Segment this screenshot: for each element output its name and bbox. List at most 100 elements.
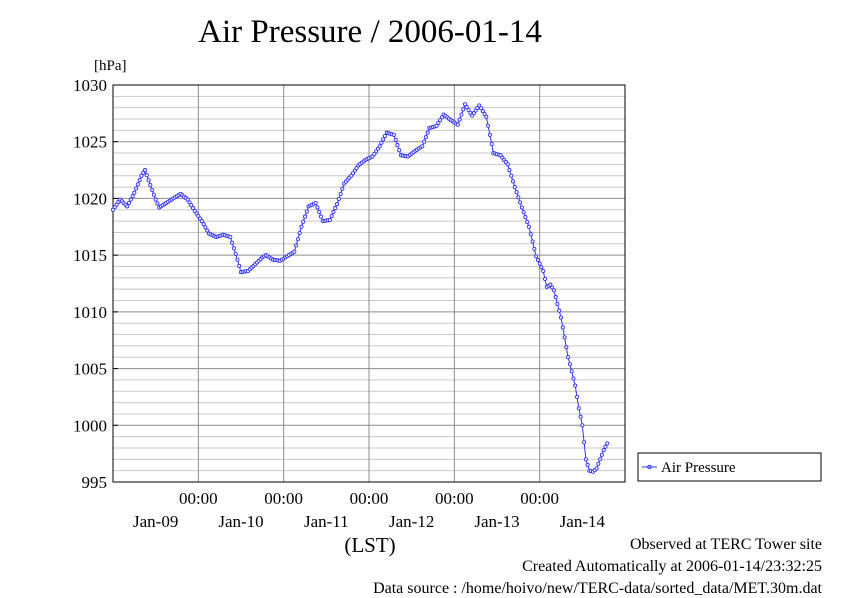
data-point bbox=[459, 112, 464, 117]
data-point bbox=[541, 268, 546, 274]
data-point bbox=[199, 219, 204, 224]
data-point bbox=[146, 178, 151, 183]
data-point bbox=[534, 254, 539, 259]
series-line bbox=[112, 103, 608, 473]
y-tick-label: 995 bbox=[82, 473, 108, 492]
data-point bbox=[567, 362, 572, 367]
data-point bbox=[585, 462, 590, 468]
data-point bbox=[141, 170, 146, 175]
data-point bbox=[566, 355, 571, 360]
data-point bbox=[507, 168, 512, 173]
legend: Air Pressure bbox=[637, 452, 822, 482]
data-point bbox=[233, 251, 238, 257]
data-point bbox=[574, 394, 580, 399]
footer-created: Created Automatically at 2006-01-14/23:3… bbox=[522, 558, 822, 575]
data-point bbox=[134, 186, 139, 191]
data-point bbox=[189, 203, 194, 208]
data-point bbox=[535, 257, 540, 263]
data-point bbox=[235, 257, 240, 262]
data-point bbox=[434, 123, 439, 128]
data-point bbox=[526, 224, 532, 229]
data-point bbox=[519, 205, 524, 210]
y-tick-label: 1005 bbox=[73, 360, 107, 379]
data-point bbox=[334, 202, 340, 207]
x-axis-unit-label: (LST) bbox=[344, 533, 395, 557]
data-point bbox=[125, 204, 130, 209]
data-point bbox=[461, 107, 466, 112]
legend-label: Air Pressure bbox=[661, 460, 736, 476]
data-point bbox=[230, 240, 235, 245]
data-point bbox=[510, 179, 516, 184]
data-point bbox=[521, 210, 526, 215]
data-point bbox=[582, 440, 587, 445]
data-point bbox=[487, 132, 492, 137]
data-point bbox=[304, 209, 309, 214]
data-point bbox=[148, 183, 153, 188]
data-point bbox=[532, 246, 537, 251]
data-point bbox=[548, 282, 553, 287]
data-point bbox=[537, 261, 542, 266]
data-point bbox=[505, 162, 510, 167]
data-point bbox=[374, 149, 379, 154]
data-point bbox=[201, 222, 206, 227]
data-point bbox=[509, 173, 514, 178]
data-point bbox=[144, 173, 149, 178]
data-point bbox=[185, 197, 190, 202]
data-point bbox=[578, 414, 583, 419]
data-point bbox=[423, 135, 428, 140]
data-point bbox=[551, 288, 556, 293]
data-point bbox=[329, 213, 334, 219]
data-point bbox=[425, 130, 430, 135]
data-point bbox=[514, 190, 519, 195]
data-point bbox=[539, 265, 544, 270]
data-point bbox=[350, 171, 356, 176]
data-point bbox=[333, 206, 338, 211]
data-point bbox=[313, 200, 318, 206]
data-point bbox=[297, 230, 302, 236]
y-tick-label: 1015 bbox=[73, 246, 107, 265]
data-point bbox=[205, 228, 210, 233]
data-point bbox=[126, 200, 132, 206]
x-date-label: Jan-14 bbox=[560, 512, 606, 531]
data-point bbox=[605, 441, 610, 446]
data-point bbox=[580, 423, 585, 428]
data-point bbox=[471, 111, 476, 116]
data-point bbox=[457, 117, 462, 122]
data-point bbox=[139, 173, 144, 178]
data-point bbox=[302, 214, 308, 219]
data-point bbox=[317, 209, 322, 215]
data-point bbox=[489, 141, 494, 147]
data-point bbox=[478, 106, 484, 111]
data-point bbox=[132, 190, 137, 195]
x-tick-time-label: 00:00 bbox=[264, 489, 303, 508]
y-tick-label: 1025 bbox=[73, 133, 107, 152]
plot-frame bbox=[112, 84, 626, 483]
data-point bbox=[512, 185, 517, 190]
data-point bbox=[295, 237, 300, 242]
data-point bbox=[464, 105, 469, 110]
axis-labels: 995 1000 1005 1010 1015 1020 1025 1030 00:00 00:0… bbox=[73, 76, 605, 531]
x-date-label: Jan-13 bbox=[474, 512, 519, 531]
data-point bbox=[439, 115, 444, 120]
data-point bbox=[318, 214, 324, 219]
data-point bbox=[196, 213, 201, 219]
data-point bbox=[555, 301, 560, 306]
x-tick-time-label: 00:00 bbox=[350, 489, 389, 508]
data-point bbox=[336, 196, 341, 202]
data-point bbox=[190, 206, 196, 211]
data-point bbox=[301, 219, 306, 224]
data-point bbox=[137, 177, 142, 183]
footer-observed: Observed at TERC Tower site bbox=[629, 536, 822, 553]
data-point bbox=[486, 123, 491, 128]
data-point bbox=[237, 263, 242, 268]
data-point bbox=[553, 295, 558, 300]
x-date-label: Jan-09 bbox=[133, 512, 178, 531]
data-point bbox=[151, 192, 156, 197]
data-point bbox=[594, 466, 599, 471]
data-point bbox=[192, 208, 197, 213]
data-point bbox=[599, 452, 604, 457]
data-point bbox=[525, 219, 530, 225]
data-point bbox=[292, 249, 297, 254]
